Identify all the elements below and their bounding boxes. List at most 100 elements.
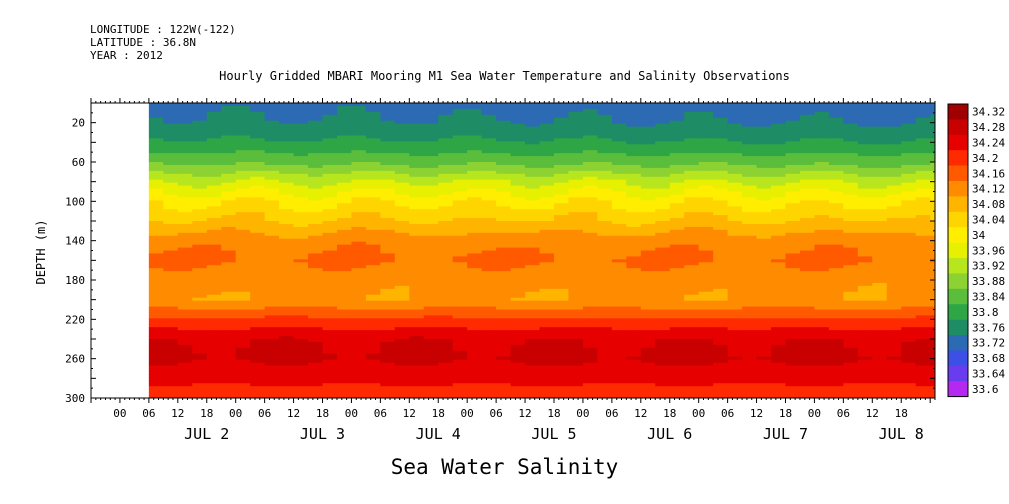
heatmap-cell — [525, 297, 541, 302]
heatmap-cell — [163, 108, 179, 113]
heatmap-cell — [322, 389, 338, 393]
heatmap-cell — [553, 132, 570, 137]
heatmap-cell — [148, 377, 164, 381]
heatmap-cell — [742, 265, 758, 269]
heatmap-cell — [756, 132, 772, 137]
heatmap-cell — [496, 241, 512, 246]
heatmap-cell — [394, 315, 410, 319]
heatmap-cell — [713, 395, 729, 398]
heatmap-cell — [799, 120, 816, 125]
heatmap-cell — [655, 170, 671, 175]
heatmap-cell — [698, 324, 714, 328]
heatmap-cell — [655, 353, 671, 358]
heatmap-cell — [293, 185, 309, 190]
heatmap-cell — [756, 336, 772, 340]
heatmap-cell — [452, 262, 468, 266]
heatmap-cell — [857, 259, 873, 263]
heatmap-cell — [206, 159, 222, 163]
heatmap-cell — [713, 300, 729, 305]
heatmap-cell — [799, 341, 816, 346]
heatmap-cell — [828, 277, 844, 281]
heatmap-cell — [250, 277, 266, 281]
heatmap-cell — [409, 159, 425, 163]
heatmap-cell — [785, 200, 801, 204]
heatmap-cell — [322, 114, 338, 119]
heatmap-cell — [221, 359, 237, 364]
heatmap-cell — [351, 229, 367, 234]
heatmap-cell — [756, 339, 772, 343]
heatmap-cell — [727, 206, 743, 210]
heatmap-cell — [814, 206, 830, 210]
heatmap-cell — [148, 294, 164, 299]
heatmap-cell — [481, 341, 497, 346]
heatmap-cell — [857, 200, 873, 204]
heatmap-cell — [771, 185, 787, 190]
heatmap-cell — [626, 105, 642, 110]
heatmap-cell — [394, 344, 410, 349]
heatmap-cell — [438, 244, 454, 249]
heatmap-cell — [771, 288, 787, 293]
heatmap-cell — [582, 164, 598, 169]
heatmap-cell — [843, 105, 859, 110]
heatmap-cell — [713, 318, 729, 322]
heatmap-cell — [857, 153, 873, 157]
heatmap-cell — [351, 280, 367, 284]
heatmap-cell — [655, 215, 671, 219]
heatmap-cell — [293, 176, 309, 181]
heatmap-cell — [380, 386, 396, 390]
heatmap-cell — [438, 377, 454, 381]
heatmap-cell — [308, 250, 324, 255]
heatmap-cell — [713, 232, 729, 237]
heatmap-cell — [756, 144, 772, 148]
heatmap-cell — [582, 312, 598, 316]
heatmap-cell — [568, 156, 584, 160]
heatmap-cell — [713, 241, 729, 246]
heatmap-cell — [163, 280, 179, 284]
heatmap-cell — [698, 333, 714, 337]
heatmap-cell — [785, 123, 801, 128]
heatmap-cell — [177, 238, 193, 243]
heatmap-cell — [568, 244, 584, 249]
heatmap-cell — [250, 392, 266, 396]
heatmap-cell — [192, 288, 208, 293]
heatmap-cell — [568, 167, 584, 172]
heatmap-cell — [857, 339, 873, 343]
heatmap-cell — [597, 259, 613, 263]
heatmap-cell — [640, 312, 656, 316]
heatmap-cell — [785, 111, 801, 116]
heatmap-cell — [336, 285, 353, 290]
heatmap-cell — [756, 238, 772, 243]
heatmap-cell — [423, 274, 439, 278]
heatmap-cell — [597, 303, 613, 308]
heatmap-cell — [626, 108, 642, 113]
heatmap-cell — [192, 280, 208, 284]
heatmap-cell — [655, 226, 671, 231]
heatmap-cell — [597, 120, 613, 125]
heatmap-cell — [206, 173, 222, 178]
heatmap-cell — [669, 344, 685, 349]
heatmap-cell — [380, 312, 396, 316]
heatmap-cell — [351, 182, 367, 187]
heatmap-cell — [857, 120, 873, 125]
heatmap-cell — [742, 312, 758, 316]
heatmap-cell — [308, 344, 324, 349]
heatmap-cell — [409, 212, 425, 216]
heatmap-cell — [423, 182, 439, 187]
heatmap-cell — [742, 164, 758, 169]
heatmap-cell — [568, 256, 584, 260]
heatmap-cell — [322, 250, 338, 255]
heatmap-cell — [148, 132, 164, 137]
heatmap-cell — [279, 386, 295, 390]
heatmap-cell — [235, 309, 251, 314]
heatmap-cell — [264, 144, 280, 148]
heatmap-cell — [380, 221, 396, 225]
heatmap-cell — [669, 350, 685, 355]
heatmap-cell — [206, 268, 222, 272]
heatmap-cell — [568, 333, 584, 337]
heatmap-cell — [177, 359, 193, 364]
heatmap-cell — [438, 309, 454, 314]
heatmap-cell — [756, 147, 772, 151]
heatmap-cell — [235, 259, 251, 263]
heatmap-cell — [148, 226, 164, 231]
heatmap-cell — [698, 135, 714, 139]
